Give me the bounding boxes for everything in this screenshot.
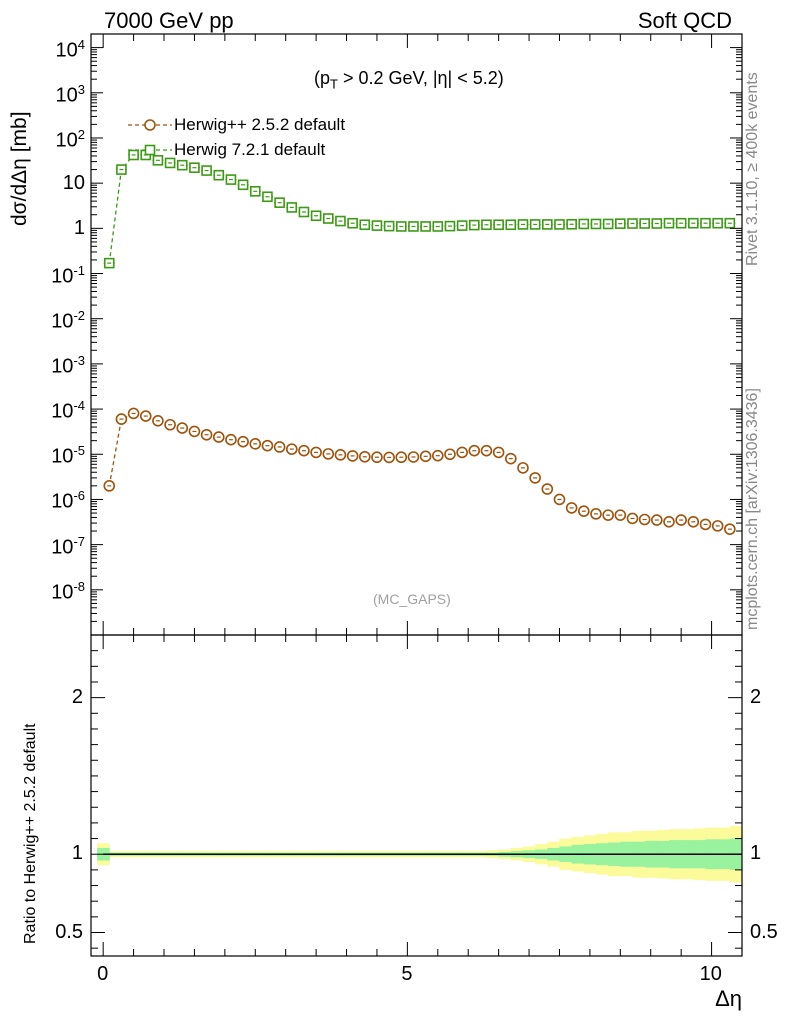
series-herwig-7-2-1 (103, 149, 736, 269)
x-tick-label: 0 (97, 963, 109, 985)
series-connector (108, 412, 134, 486)
ratio-y-tick-label: 0.5 (55, 920, 83, 943)
main-y-tick-label: 10-8 (51, 578, 85, 604)
legend-label-herwig-7-2-1: Herwig 7.2.1 default (174, 140, 326, 159)
x-axis-title: Δη (715, 986, 742, 1011)
legend-herwig-7-2-1-marker (144, 144, 156, 156)
header-right-title: Soft QCD (637, 8, 732, 33)
legend (128, 119, 172, 156)
ratio-y-tick-label-right: 1 (750, 842, 762, 865)
main-y-tick-label: 10-7 (51, 533, 85, 559)
mcplots-reference-text: mcplots.cern.ch [arXiv:1306.3436] (744, 388, 761, 630)
cut-annotation: (pT > 0.2 GeV, |η| < 5.2) (314, 68, 504, 92)
main-y-tick-label: 103 (55, 81, 85, 107)
rivet-version-text: Rivet 3.1.10, ≥ 400k events (744, 72, 761, 266)
main-y-tick-label: 10-1 (51, 262, 85, 288)
ratio-y-tick-label-right: 2 (750, 685, 762, 708)
ratio-y-tick-label: 1 (71, 842, 83, 865)
cut-annotation-sub: T (330, 76, 338, 92)
x-tick-label: 5 (401, 963, 413, 985)
main-y-tick-label: 102 (55, 126, 85, 152)
ratio-y-axis-title: Ratio to Herwig++ 2.5.2 default (22, 723, 39, 944)
main-y-tick-label: 1 (73, 217, 85, 240)
legend-herwig-2-5-2-marker (144, 119, 156, 131)
main-y-tick-label: 104 (55, 36, 85, 62)
main-y-tick-label: 10-5 (51, 443, 85, 468)
cut-annotation-p: (p (314, 68, 331, 88)
analysis-watermark: (MC_GAPS) (373, 591, 451, 607)
ratio-frame (90, 634, 743, 957)
ratio-y-tick-label: 2 (71, 685, 83, 708)
main-y-tick-label: 10-6 (51, 488, 85, 514)
x-tick-label: 10 (699, 963, 722, 985)
header-left-title: 7000 GeV pp (104, 8, 234, 33)
axes-frames (90, 33, 743, 957)
cut-annotation-rest: > 0.2 GeV, |η| < 5.2) (337, 68, 504, 88)
main-y-tick-label: 10-4 (51, 398, 85, 423)
series-herwig-2-5-2 (103, 407, 736, 535)
main-y-tick-label: 10 (62, 172, 85, 195)
main-y-axis-title: dσ/dΔη [mb] (8, 111, 31, 226)
ratio-y-tick-label-right: 0.5 (750, 920, 778, 943)
main-y-tick-label: 10-2 (51, 307, 85, 333)
main-y-tick-label: 10-3 (51, 352, 85, 378)
legend-label-herwig-2-5-2: Herwig++ 2.5.2 default (174, 115, 346, 134)
